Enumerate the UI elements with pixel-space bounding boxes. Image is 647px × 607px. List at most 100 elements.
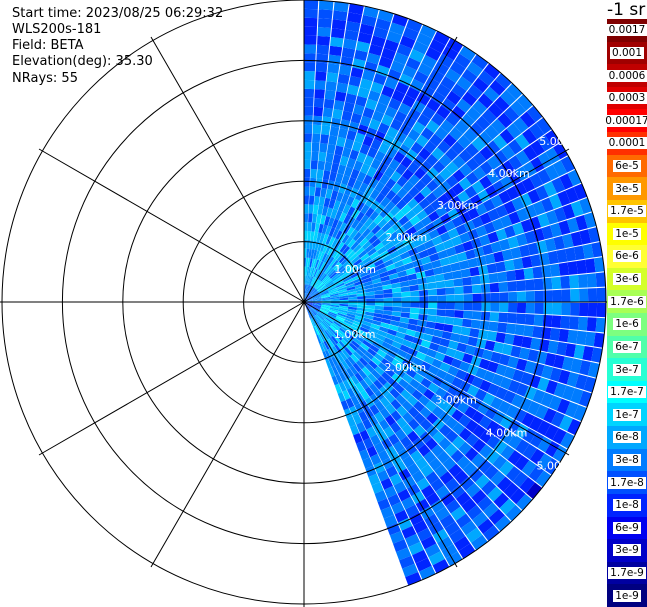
sweep-cell (353, 104, 365, 116)
sweep-cell (486, 263, 498, 274)
sweep-cell (354, 49, 368, 61)
sweep-cell (369, 210, 379, 221)
sweep-cell (325, 266, 333, 275)
sweep-cell (381, 254, 392, 263)
sweep-cell (357, 345, 367, 355)
sweep-cell (379, 271, 389, 278)
sweep-cell (336, 331, 345, 339)
sweep-cell (373, 26, 389, 39)
sweep-cell (412, 337, 423, 346)
sweep-cell (308, 249, 312, 259)
sweep-cell (593, 332, 605, 348)
sweep-cell (576, 259, 587, 274)
sweep-cell (353, 258, 363, 267)
sweep-cell (310, 308, 317, 315)
sweep-cell (353, 432, 363, 444)
sweep-cell (315, 314, 323, 323)
sweep-cell (377, 267, 388, 275)
sweep-cell (536, 117, 552, 135)
sweep-cell (378, 232, 389, 243)
sweep-cell (471, 311, 482, 320)
sweep-cell (520, 372, 533, 386)
sweep-cell (561, 289, 571, 302)
sweep-cell (329, 310, 338, 315)
sweep-cell (527, 189, 541, 204)
sweep-cell (419, 24, 437, 39)
sweep-cell (525, 302, 535, 314)
sweep-cell (349, 342, 358, 351)
sweep-cell (359, 326, 370, 334)
sweep-cell (321, 298, 331, 301)
sweep-cell (350, 424, 360, 436)
sweep-cell (519, 397, 533, 412)
sweep-cell (528, 374, 541, 389)
sweep-cell (486, 434, 501, 449)
sweep-cell (591, 347, 603, 363)
sweep-cell (418, 249, 429, 259)
sweep-cell (416, 92, 431, 106)
sweep-cell (325, 329, 333, 338)
sweep-cell (404, 353, 416, 363)
sweep-cell (371, 369, 381, 380)
legend-swatch: 0.0001 (606, 132, 647, 155)
sweep-cell (424, 268, 435, 277)
sweep-cell (312, 298, 322, 301)
sweep-cell (441, 98, 456, 112)
sweep-cell (446, 294, 455, 302)
sweep-cell (412, 40, 429, 55)
sweep-cell (388, 231, 399, 241)
sweep-cell (354, 190, 365, 201)
sweep-cell (492, 180, 506, 194)
sweep-cell (345, 93, 357, 105)
sweep-cell (398, 363, 410, 374)
sweep-cell (321, 253, 328, 263)
sweep-cell (415, 271, 426, 279)
sweep-cell (399, 35, 416, 49)
sweep-cell (328, 367, 336, 377)
sweep-cell (544, 238, 557, 252)
sweep-cell (469, 328, 480, 338)
sweep-cell (310, 290, 318, 297)
sweep-cell (312, 268, 317, 277)
sweep-cell (456, 98, 472, 113)
sweep-cell (391, 89, 406, 103)
sweep-cell (484, 464, 499, 480)
sweep-cell (320, 215, 326, 225)
sweep-cell (495, 204, 508, 218)
sweep-cell (333, 261, 341, 270)
sweep-cell (550, 222, 562, 238)
sweep-cell (471, 376, 484, 389)
sweep-cell (473, 347, 485, 358)
sweep-cell (413, 221, 425, 232)
sweep-cell (364, 386, 375, 397)
sweep-cell (454, 310, 464, 319)
sweep-cell (339, 351, 348, 361)
sweep-cell (365, 308, 375, 313)
sweep-cell (391, 501, 405, 515)
sweep-cell (419, 431, 432, 444)
sweep-cell (527, 349, 539, 363)
sweep-cell (406, 226, 417, 237)
sweep-cell (400, 286, 410, 293)
sweep-cell (524, 360, 536, 374)
sweep-cell (483, 86, 500, 102)
sweep-cell (470, 194, 483, 207)
sweep-cell (346, 387, 356, 398)
sweep-cell (426, 315, 437, 323)
sweep-cell (395, 368, 406, 379)
sweep-cell (328, 288, 338, 293)
sweep-cell (352, 362, 362, 373)
sweep-cell (457, 401, 470, 414)
sweep-cell (347, 294, 357, 298)
sweep-cell (479, 175, 493, 189)
sweep-cell (477, 189, 491, 203)
sweep-cell (314, 80, 326, 90)
sweep-cell (375, 102, 388, 114)
sweep-cell (389, 345, 400, 354)
sweep-cell (337, 164, 347, 175)
sweep-cell (466, 157, 480, 172)
sweep-cell (424, 327, 435, 336)
sweep-cell (362, 256, 372, 265)
sweep-cell (418, 289, 429, 297)
sweep-cell (558, 220, 571, 235)
